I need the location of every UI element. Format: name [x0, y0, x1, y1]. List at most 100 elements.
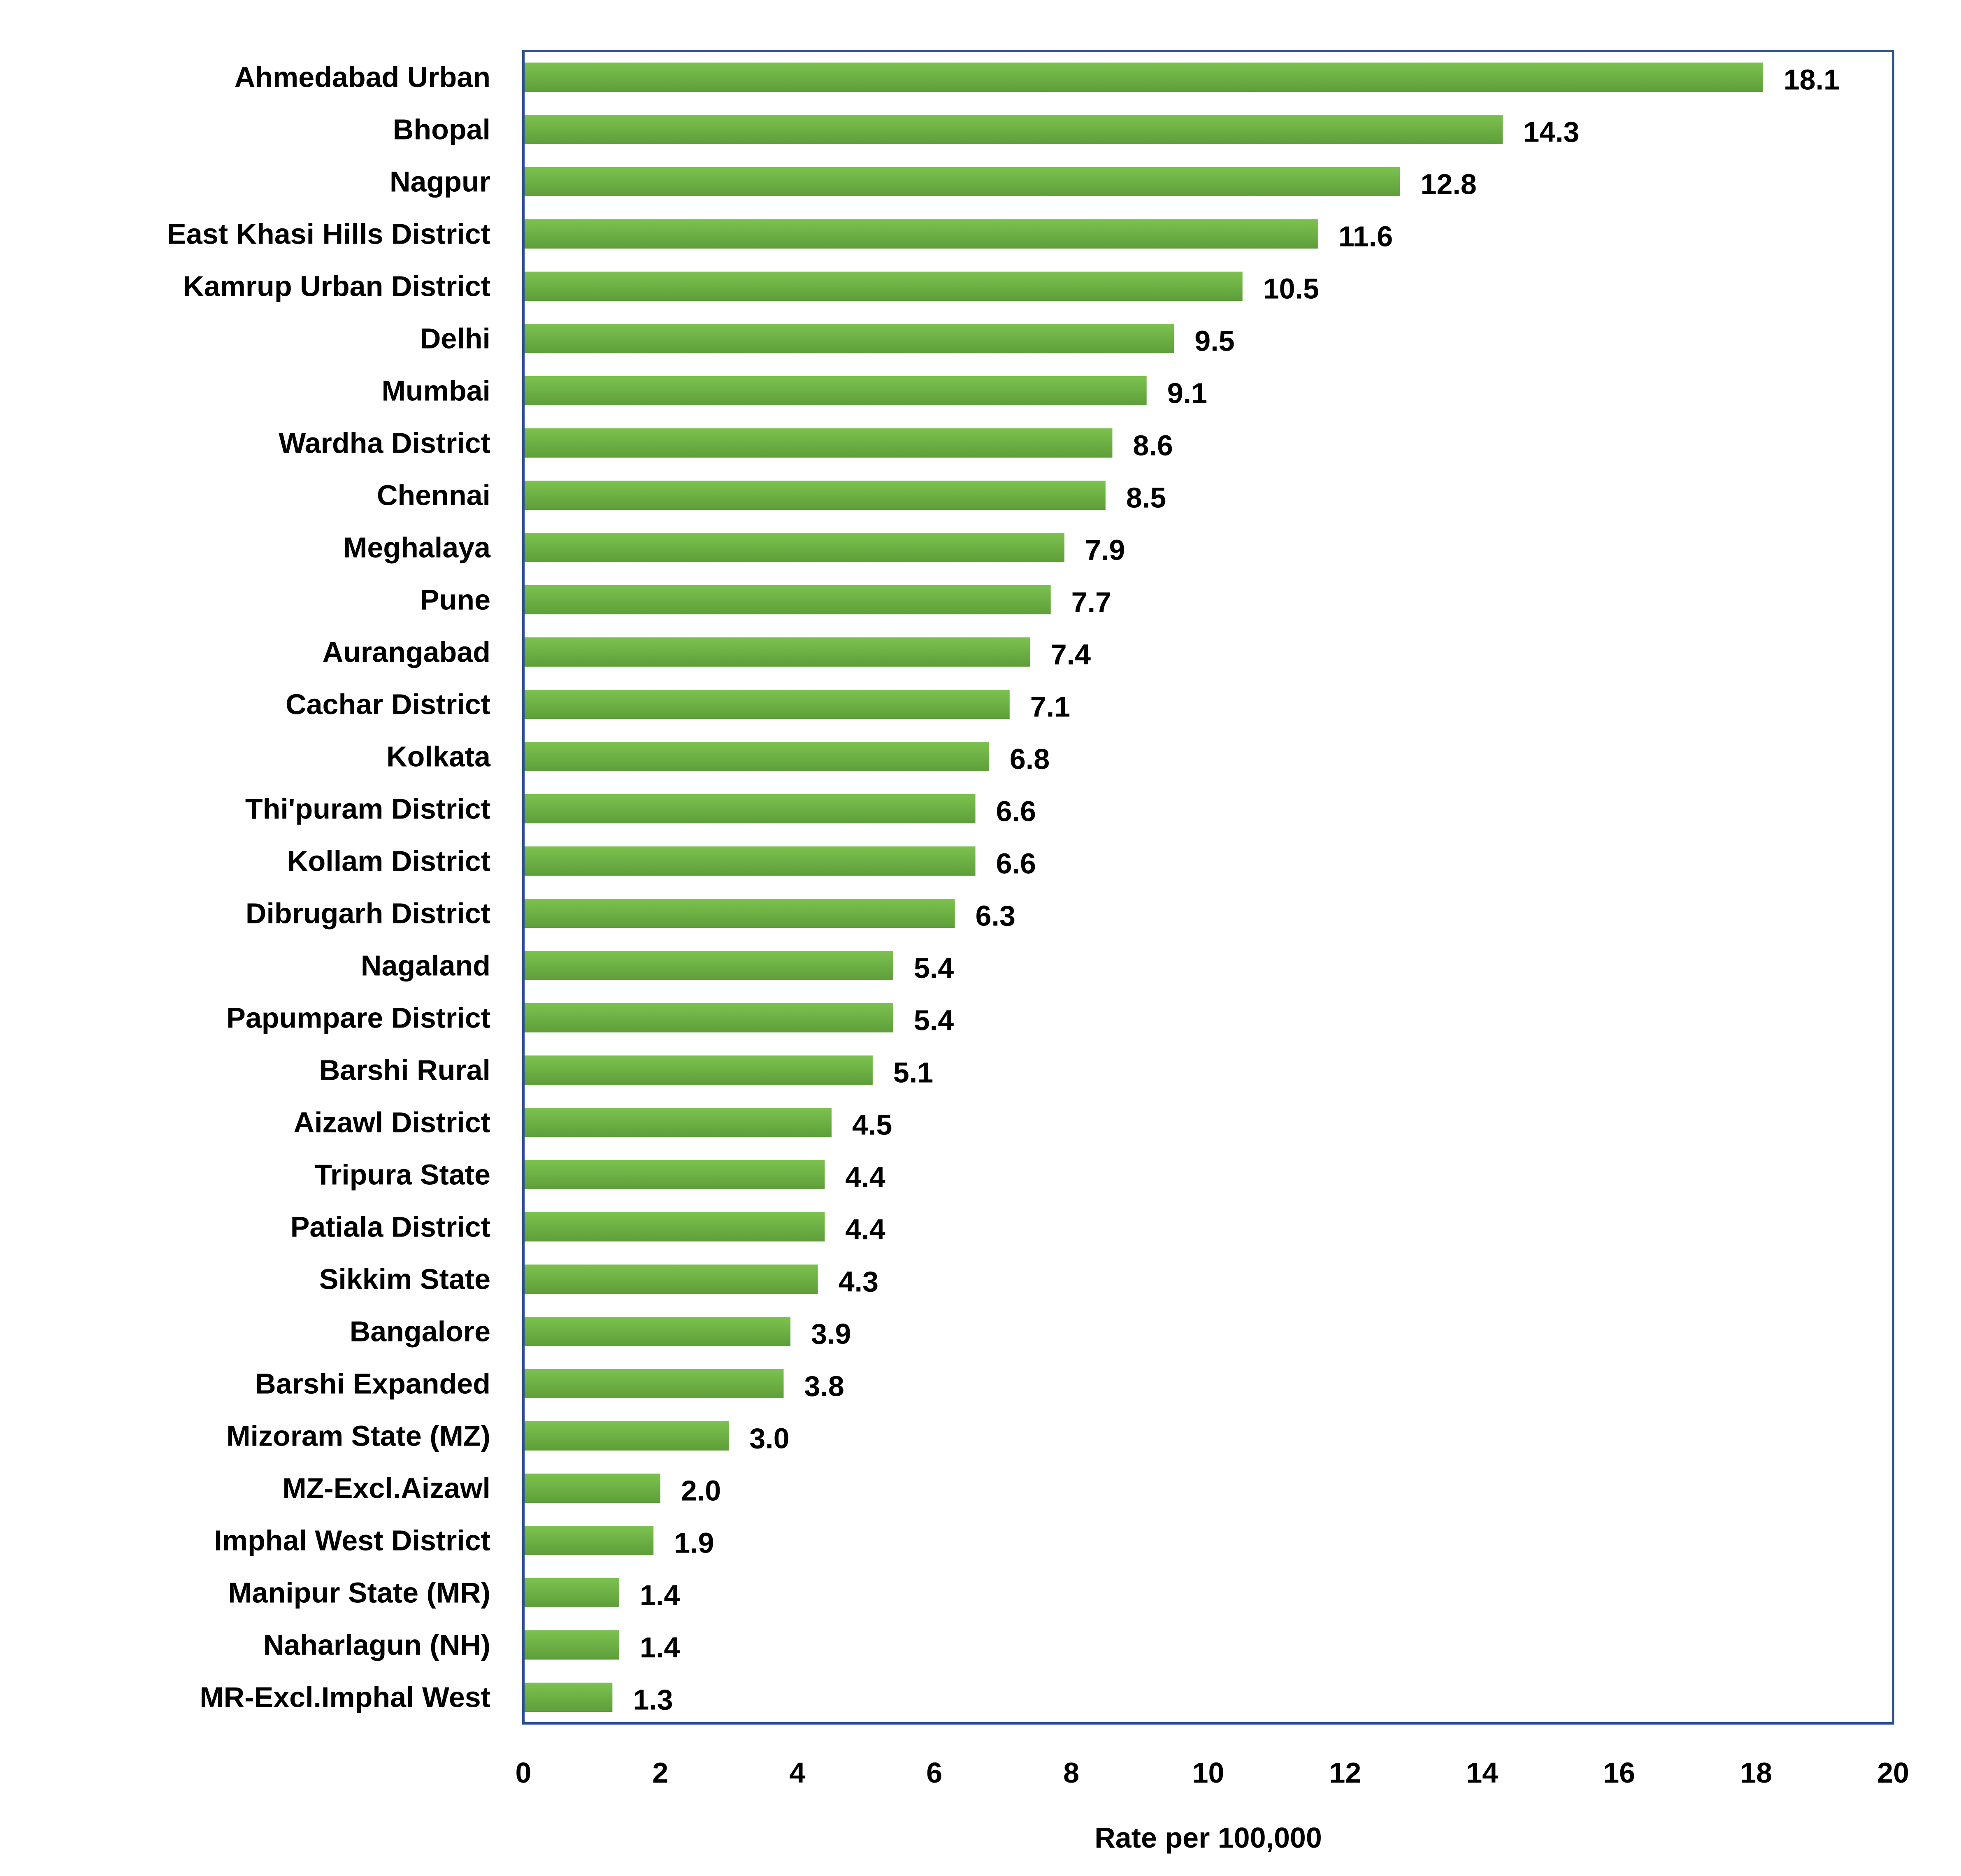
category-label: Imphal West District: [214, 1525, 490, 1557]
bar: [525, 219, 1318, 249]
bar: [525, 428, 1113, 458]
bar: [525, 272, 1243, 301]
category-label: Ahmedabad Urban: [235, 61, 490, 93]
category-label: Aizawl District: [294, 1107, 490, 1139]
category-label: Bhopal: [393, 114, 490, 146]
category-label: Aurangabad: [323, 636, 490, 668]
bar: [525, 1317, 791, 1346]
x-tick-label: 16: [1603, 1757, 1635, 1789]
value-label: 10.5: [1263, 273, 1319, 305]
category-label: Kolkata: [386, 741, 491, 773]
bar: [525, 1578, 620, 1607]
bar: [525, 794, 976, 823]
value-label: 9.5: [1194, 325, 1234, 357]
category-label: Naharlagun (NH): [263, 1629, 490, 1661]
category-label: MZ-Excl.Aizawl: [282, 1472, 490, 1504]
value-label: 7.7: [1071, 586, 1111, 618]
category-label: Mizoram State (MZ): [226, 1420, 490, 1452]
category-label: Papumpare District: [226, 1002, 490, 1034]
category-label: Sikkim State: [319, 1263, 490, 1295]
bar: [525, 1265, 818, 1294]
value-label: 5.4: [914, 1004, 954, 1037]
category-label: Mumbai: [382, 375, 490, 407]
category-label: Bangalore: [350, 1316, 490, 1348]
x-tick-label: 14: [1466, 1757, 1498, 1789]
bar: [525, 167, 1400, 196]
bar: [525, 1212, 825, 1241]
category-label: Thi'puram District: [245, 793, 490, 825]
bar: [525, 1683, 613, 1712]
value-label: 6.8: [1010, 743, 1050, 775]
bar: [525, 690, 1010, 719]
category-label: Meghalaya: [343, 532, 491, 564]
value-label: 18.1: [1784, 64, 1840, 96]
bar: [525, 1421, 729, 1451]
category-label: Pune: [420, 584, 490, 616]
value-label: 8.5: [1126, 482, 1166, 514]
value-label: 6.6: [996, 795, 1036, 828]
value-label: 6.6: [996, 848, 1036, 880]
x-tick-label: 12: [1329, 1757, 1361, 1789]
value-label: 12.8: [1421, 168, 1477, 200]
value-label: 9.1: [1167, 377, 1207, 409]
category-label: Tripura State: [314, 1159, 490, 1191]
bar: [525, 324, 1174, 353]
value-label: 1.4: [640, 1632, 680, 1664]
category-label: Kamrup Urban District: [183, 270, 490, 302]
value-label: 3.8: [804, 1370, 844, 1402]
x-tick-label: 20: [1877, 1757, 1909, 1789]
value-label: 4.5: [852, 1109, 892, 1141]
bars-layer: [525, 63, 1763, 1712]
category-label: Kollam District: [287, 845, 490, 877]
bar: [525, 1055, 873, 1085]
x-tick-label: 4: [789, 1757, 805, 1789]
value-label: 3.0: [749, 1423, 789, 1455]
category-label: Wardha District: [279, 427, 490, 459]
x-tick-label: 6: [926, 1757, 942, 1789]
x-tick-label: 0: [516, 1757, 532, 1789]
value-label: 11.6: [1338, 221, 1393, 253]
bar: [525, 115, 1503, 144]
value-label: 5.1: [893, 1057, 933, 1089]
value-label: 2.0: [681, 1475, 721, 1507]
bar: [525, 1630, 620, 1660]
value-label: 4.4: [845, 1161, 885, 1193]
value-label: 7.9: [1085, 534, 1125, 566]
category-label: Chennai: [377, 479, 490, 511]
value-label: 14.3: [1523, 116, 1579, 148]
bar: [525, 1160, 825, 1189]
value-label: 3.9: [811, 1318, 851, 1350]
bar: [525, 1369, 784, 1398]
value-label: 4.3: [839, 1266, 878, 1298]
bar: [525, 899, 955, 928]
value-label: 7.4: [1051, 639, 1091, 671]
value-label: 8.6: [1133, 430, 1173, 462]
bar: [525, 481, 1106, 510]
value-label: 1.9: [674, 1527, 714, 1559]
category-labels: Ahmedabad Urban Bhopal Nagpur East Khasi Hi…: [167, 61, 491, 1713]
x-tick-label: 18: [1740, 1757, 1772, 1789]
category-label: Delhi: [420, 323, 490, 355]
category-label: Manipur State (MR): [228, 1577, 490, 1609]
category-label: East Khasi Hills District: [167, 218, 490, 250]
value-label: 1.4: [640, 1579, 680, 1611]
bar: [525, 846, 976, 876]
x-axis-title: Rate per 100,000: [1094, 1822, 1322, 1854]
bar: [525, 533, 1064, 562]
bar: [525, 951, 893, 980]
category-label: Barshi Expanded: [255, 1368, 490, 1400]
x-tick-label: 8: [1063, 1757, 1079, 1789]
category-label: Dibrugarh District: [246, 897, 490, 930]
plot-frame: [522, 50, 1894, 1725]
x-tick-label: 10: [1192, 1757, 1224, 1789]
value-labels: 18.1 14.3 12.8 11.6 10.5 9.5 9.1 8.6 8.57.9 7.7 7.…: [633, 64, 1840, 1716]
bar: [525, 637, 1030, 667]
value-label: 1.3: [633, 1684, 673, 1716]
x-tick-label: 2: [652, 1757, 668, 1789]
bar: [525, 1003, 893, 1032]
value-label: 5.4: [914, 952, 954, 984]
value-label: 7.1: [1030, 691, 1070, 723]
bar: [525, 1108, 832, 1137]
